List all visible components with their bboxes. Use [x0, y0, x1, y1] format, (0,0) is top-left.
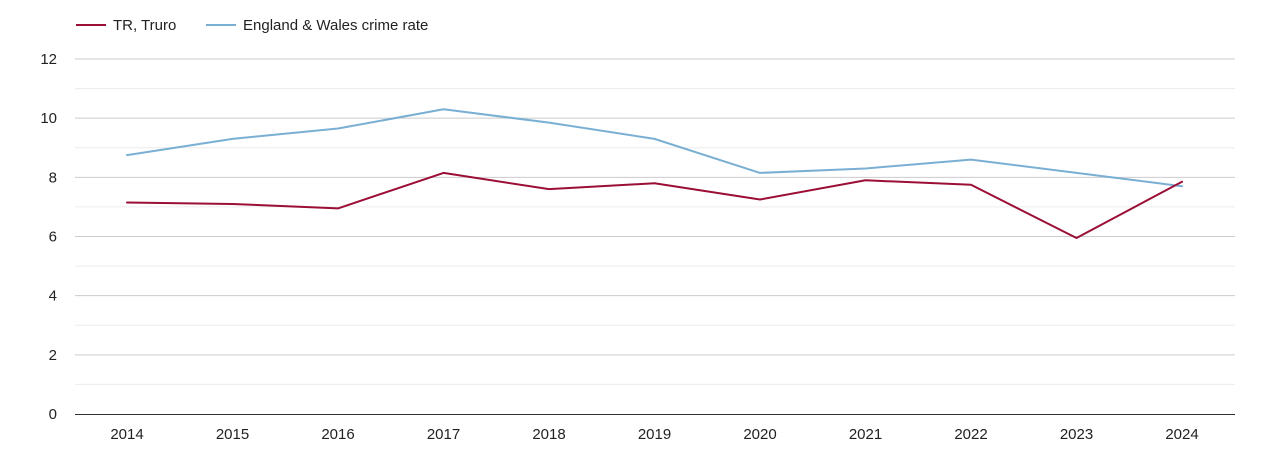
- y-tick-label-0: 0: [49, 406, 57, 423]
- series-line-truro: [126, 171, 1183, 239]
- x-tick-label-2015: 2015: [216, 426, 249, 443]
- legend-item-england-wales: England & Wales crime rate: [206, 17, 428, 34]
- legend-label-england-wales: England & Wales crime rate: [243, 17, 428, 34]
- y-tick-label-10: 10: [40, 110, 57, 127]
- y-tick-label-6: 6: [49, 229, 57, 246]
- x-axis-tick-labels: 2014 2015 2016 2017 2018 2019 2020 2021 2022 2023…: [110, 426, 1198, 443]
- y-tick-label-2: 2: [49, 347, 57, 364]
- x-tick-label-2024: 2024: [1165, 426, 1198, 443]
- x-tick-label-2018: 2018: [532, 426, 565, 443]
- y-tick-label-12: 12: [40, 51, 57, 68]
- legend-item-truro: TR, Truro: [76, 17, 176, 34]
- y-tick-label-8: 8: [49, 169, 57, 186]
- x-tick-label-2017: 2017: [427, 426, 460, 443]
- x-tick-label-2022: 2022: [954, 426, 987, 443]
- x-tick-label-2016: 2016: [321, 426, 354, 443]
- x-tick-label-2021: 2021: [849, 426, 882, 443]
- x-tick-label-2014: 2014: [110, 426, 143, 443]
- series-lines: [126, 108, 1183, 239]
- legend-label-truro: TR, Truro: [113, 17, 176, 34]
- series-line-england-wales: [126, 108, 1183, 188]
- x-tick-label-2019: 2019: [638, 426, 671, 443]
- y-tick-label-4: 4: [49, 288, 57, 305]
- x-tick-label-2023: 2023: [1060, 426, 1093, 443]
- legend: TR, Truro England & Wales crime rate: [76, 17, 428, 34]
- x-tick-label-2020: 2020: [743, 426, 776, 443]
- y-axis-tick-labels: 0 2 4 6 8 10 12: [40, 51, 57, 423]
- gridlines: [75, 58, 1235, 385]
